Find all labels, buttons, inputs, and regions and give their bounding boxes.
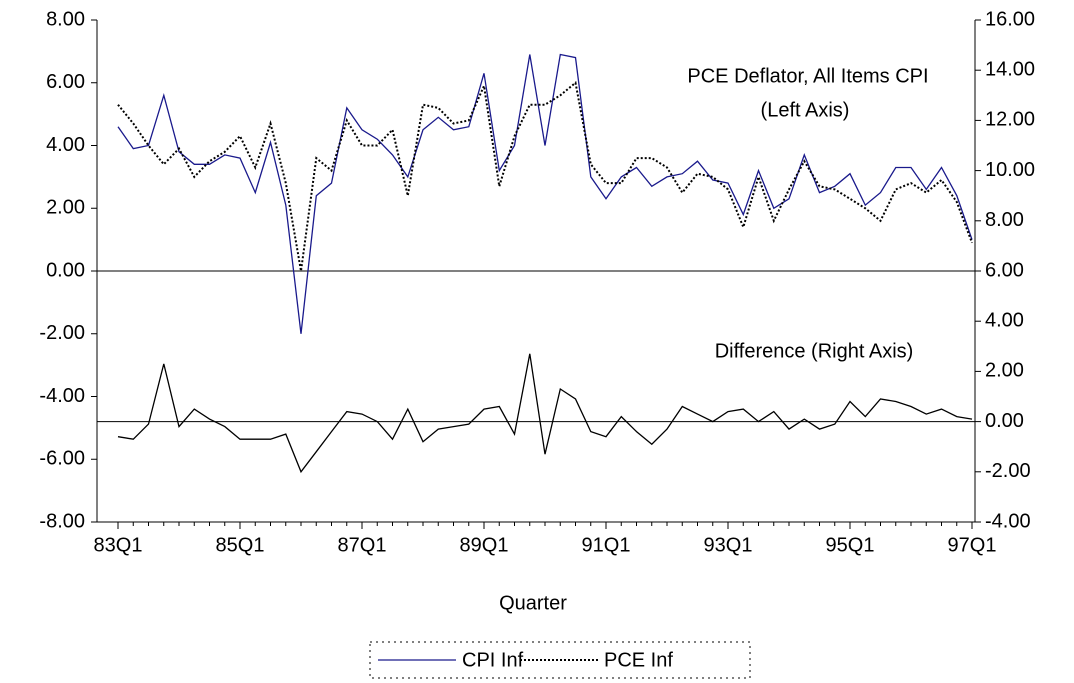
x-tick-label: 85Q1	[216, 534, 265, 556]
y-tick-label: 8.00	[46, 8, 85, 30]
x-tick-label: 91Q1	[582, 534, 631, 556]
y2-tick-label: 6.00	[985, 259, 1024, 281]
y-tick-label: 2.00	[46, 197, 85, 219]
y2-tick-label: 2.00	[985, 360, 1024, 382]
x-tick-label: 87Q1	[338, 534, 387, 556]
y2-tick-label: 16.00	[985, 8, 1035, 30]
y2-tick-label: 10.00	[985, 159, 1035, 181]
legend-label: CPI Inf	[462, 649, 524, 671]
x-tick-label: 97Q1	[948, 534, 997, 556]
y2-tick-label: 4.00	[985, 309, 1024, 331]
x-tick-label: 95Q1	[826, 534, 875, 556]
y-tick-label: -8.00	[39, 510, 85, 532]
y-tick-label: 6.00	[46, 71, 85, 93]
annotation: (Left Axis)	[761, 99, 850, 121]
legend-label: PCE Inf	[604, 649, 673, 671]
x-axis-label: Quarter	[499, 592, 567, 614]
series-line	[117, 80, 973, 272]
y2-tick-label: 14.00	[985, 58, 1035, 80]
y2-tick-label: -2.00	[985, 460, 1031, 482]
annotation: PCE Deflator, All Items CPI	[687, 65, 928, 87]
annotation: Difference (Right Axis)	[715, 340, 914, 362]
x-tick-label: 93Q1	[704, 534, 753, 556]
y-tick-label: 4.00	[46, 134, 85, 156]
y-tick-label: -4.00	[39, 385, 85, 407]
y2-tick-label: 8.00	[985, 209, 1024, 231]
y2-tick-label: -4.00	[985, 510, 1031, 532]
y-tick-label: 0.00	[46, 259, 85, 281]
legend-box	[369, 641, 751, 679]
x-tick-label: 89Q1	[460, 534, 509, 556]
x-tick-label: 83Q1	[94, 534, 143, 556]
y-tick-label: -6.00	[39, 448, 85, 470]
y2-tick-label: 12.00	[985, 109, 1035, 131]
series-line	[117, 53, 973, 334]
series-line	[117, 353, 973, 474]
y-tick-label: -2.00	[39, 322, 85, 344]
y2-tick-label: 0.00	[985, 410, 1024, 432]
